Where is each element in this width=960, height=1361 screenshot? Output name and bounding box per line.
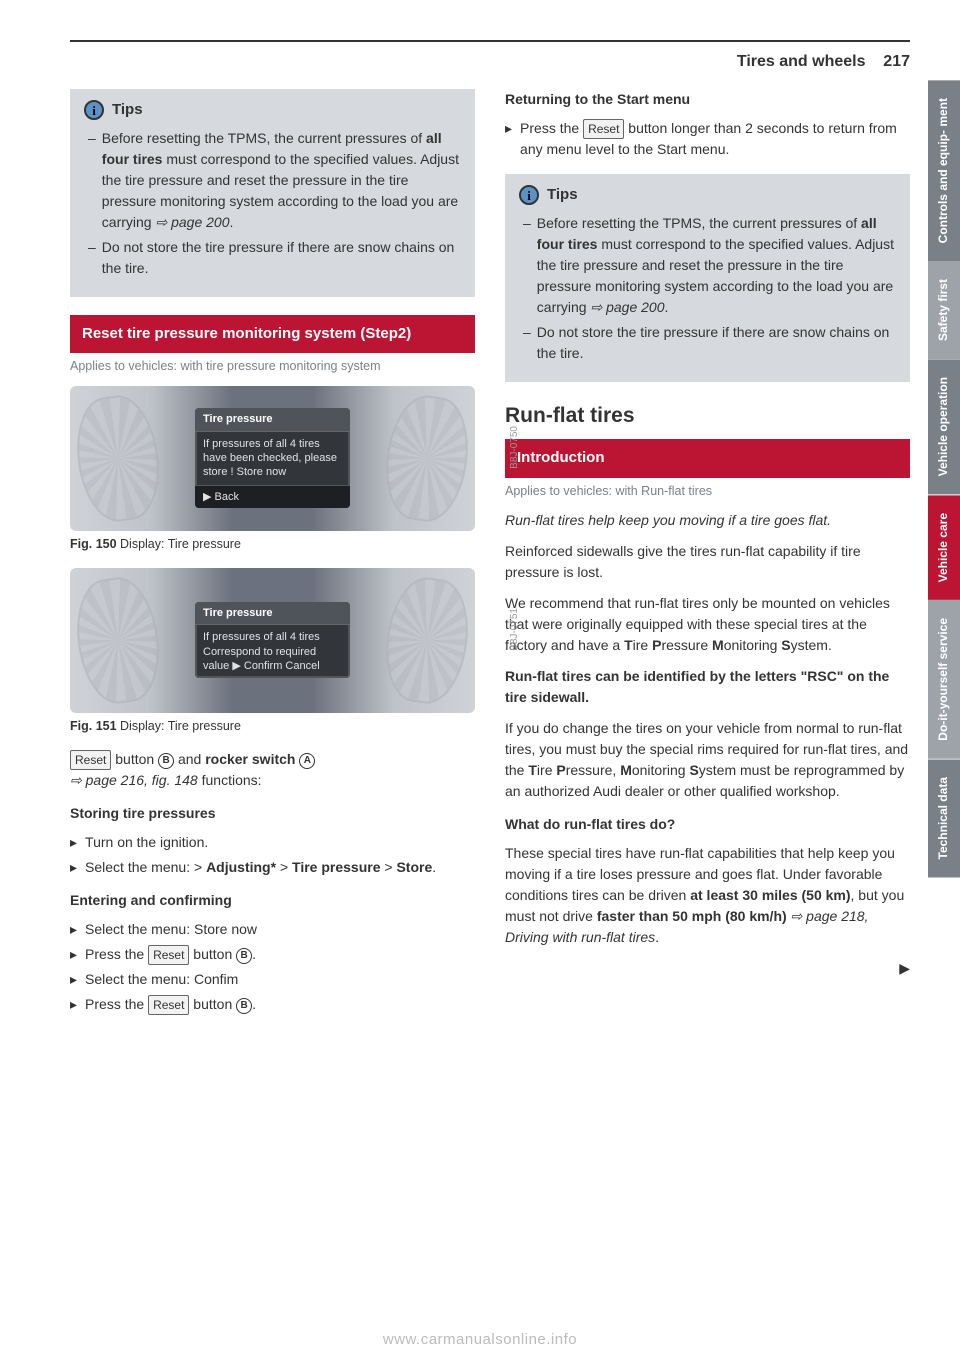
red-heading-right: Introduction: [505, 439, 910, 478]
subhead-return: Returning to the Start menu: [505, 89, 910, 110]
tips-item: –Do not store the tire pressure if there…: [88, 237, 461, 279]
tab-controls[interactable]: Controls and equip- ment: [928, 80, 960, 261]
tips-box-right: i Tips –Before resetting the TPMS, the c…: [505, 174, 910, 382]
section-title-runflat: Run-flat tires: [505, 400, 910, 432]
tab-vehicle-operation[interactable]: Vehicle operation: [928, 359, 960, 494]
list-item: ▸Turn on the ignition.: [70, 832, 475, 853]
display-screen-body: If pressures of all 4 tires have been ch…: [195, 432, 350, 485]
info-icon: i: [84, 100, 104, 120]
tab-safety[interactable]: Safety first: [928, 261, 960, 359]
gauge-decoration: [70, 391, 167, 526]
entering-list: ▸Select the menu: Store now ▸Press the R…: [70, 919, 475, 1015]
page-header: Tires and wheels 217: [70, 50, 910, 74]
tab-technical[interactable]: Technical data: [928, 759, 960, 877]
subhead-whatdo: What do run-flat tires do?: [505, 814, 910, 835]
figure-code: B8J-0750: [507, 426, 522, 469]
tips-item: –Do not store the tire pressure if there…: [523, 322, 896, 364]
tips-item: –Before resetting the TPMS, the current …: [523, 213, 896, 318]
figure-151-caption: Fig. 151 Display: Tire pressure: [70, 717, 475, 736]
footer-url: www.carmanualsonline.info: [0, 1329, 960, 1352]
tips-list-left: –Before resetting the TPMS, the current …: [84, 128, 461, 279]
body-paragraph: Run-flat tires can be identified by the …: [505, 666, 910, 708]
list-item: ▸Select the menu: Store now: [70, 919, 475, 940]
reset-intro-paragraph: Reset button B and rocker switch A ⇨ pag…: [70, 749, 475, 791]
left-column: i Tips –Before resetting the TPMS, the c…: [70, 89, 475, 1019]
lead-paragraph: Run-flat tires help keep you moving if a…: [505, 510, 910, 531]
body-paragraph: We recommend that run-flat tires only be…: [505, 593, 910, 656]
side-tabs: Controls and equip- ment Safety first Ve…: [928, 80, 960, 877]
list-item: ▸Select the menu: Confim: [70, 969, 475, 990]
applies-left: Applies to vehicles: with tire pressure …: [70, 357, 475, 376]
top-rule: [70, 40, 910, 42]
display-screen-title: Tire pressure: [195, 602, 350, 626]
display-screen: Tire pressure If pressures of all 4 tire…: [195, 408, 350, 508]
list-item: ▸Select the menu: > Adjusting* > Tire pr…: [70, 857, 475, 878]
right-column: Returning to the Start menu ▸Press the R…: [505, 89, 910, 1019]
header-page-number: 217: [883, 53, 910, 70]
tab-vehicle-care[interactable]: Vehicle care: [928, 495, 960, 600]
list-item: ▸Press the Reset button B.: [70, 944, 475, 965]
list-item: ▸Press the Reset button longer than 2 se…: [505, 118, 910, 160]
storing-list: ▸Turn on the ignition. ▸Select the menu:…: [70, 832, 475, 878]
subhead-entering: Entering and confirming: [70, 890, 475, 911]
display-screen-body: If pressures of all 4 tires Correspond t…: [195, 625, 350, 678]
gauge-decoration: [379, 573, 476, 708]
return-list: ▸Press the Reset button longer than 2 se…: [505, 118, 910, 160]
list-item: ▸Press the Reset button B.: [70, 994, 475, 1015]
tips-title: Tips: [112, 99, 143, 122]
display-screen-footer: ▶ Back: [195, 485, 350, 509]
red-heading-left: Reset tire pressure monitoring system (S…: [70, 315, 475, 354]
info-icon: i: [519, 185, 539, 205]
header-title: Tires and wheels: [737, 53, 866, 70]
figure-151: Tire pressure If pressures of all 4 tire…: [70, 568, 475, 713]
figure-150-caption: Fig. 150 Display: Tire pressure: [70, 535, 475, 554]
body-paragraph: Reinforced sidewalls give the tires run-…: [505, 541, 910, 583]
tips-box-left: i Tips –Before resetting the TPMS, the c…: [70, 89, 475, 297]
circled-a: A: [299, 753, 315, 769]
display-screen-title: Tire pressure: [195, 408, 350, 432]
reset-button-label: Reset: [70, 750, 111, 770]
display-screen: Tire pressure If pressures of all 4 tire…: [195, 602, 350, 678]
subhead-storing: Storing tire pressures: [70, 803, 475, 824]
tips-item: –Before resetting the TPMS, the current …: [88, 128, 461, 233]
tips-list-right: –Before resetting the TPMS, the current …: [519, 213, 896, 364]
body-paragraph: These special tires have run-flat capabi…: [505, 843, 910, 948]
tips-title: Tips: [547, 184, 578, 207]
tab-diy[interactable]: Do-it-yourself service: [928, 600, 960, 759]
circled-b: B: [158, 753, 174, 769]
gauge-decoration: [70, 573, 167, 708]
gauge-decoration: [379, 391, 476, 526]
figure-code: B8J-0751: [507, 608, 522, 651]
applies-right: Applies to vehicles: with Run-flat tires: [505, 482, 910, 501]
continuation-arrow: ▶: [505, 958, 910, 979]
body-paragraph: If you do change the tires on your vehic…: [505, 718, 910, 802]
figure-150: Tire pressure If pressures of all 4 tire…: [70, 386, 475, 531]
